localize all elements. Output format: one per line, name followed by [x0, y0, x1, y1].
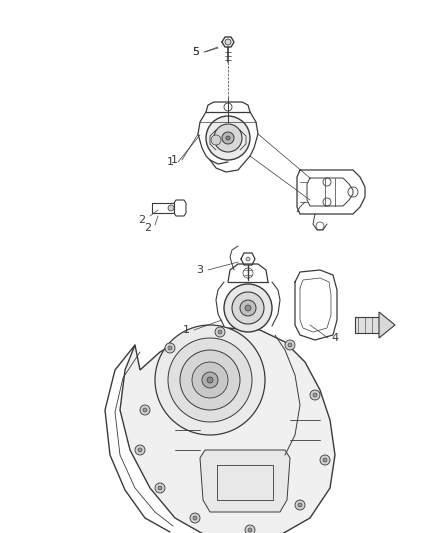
- Circle shape: [320, 455, 330, 465]
- Polygon shape: [379, 312, 395, 338]
- Circle shape: [214, 124, 242, 152]
- Circle shape: [226, 136, 230, 140]
- Polygon shape: [120, 328, 335, 533]
- Circle shape: [192, 362, 228, 398]
- Text: 3: 3: [197, 265, 204, 275]
- Circle shape: [168, 338, 252, 422]
- Text: 1: 1: [166, 157, 173, 167]
- Circle shape: [138, 448, 142, 452]
- Polygon shape: [200, 450, 290, 512]
- Circle shape: [316, 222, 324, 230]
- Circle shape: [246, 257, 250, 261]
- Circle shape: [323, 198, 331, 206]
- Circle shape: [313, 393, 317, 397]
- Circle shape: [190, 513, 200, 523]
- Circle shape: [140, 405, 150, 415]
- Circle shape: [248, 528, 252, 532]
- Circle shape: [206, 116, 250, 160]
- Circle shape: [240, 300, 256, 316]
- Circle shape: [180, 350, 240, 410]
- Circle shape: [222, 132, 234, 144]
- Circle shape: [295, 500, 305, 510]
- Circle shape: [232, 292, 264, 324]
- Text: 5: 5: [192, 47, 199, 57]
- Circle shape: [218, 330, 222, 334]
- Circle shape: [243, 268, 253, 278]
- Circle shape: [245, 525, 255, 533]
- Circle shape: [143, 408, 147, 412]
- Circle shape: [135, 445, 145, 455]
- Circle shape: [207, 377, 213, 383]
- Text: 5: 5: [192, 47, 199, 57]
- Circle shape: [288, 343, 292, 347]
- Circle shape: [202, 372, 218, 388]
- Circle shape: [215, 327, 225, 337]
- Circle shape: [165, 343, 175, 353]
- Circle shape: [323, 178, 331, 186]
- Text: 1: 1: [183, 325, 190, 335]
- Text: 2: 2: [138, 215, 145, 225]
- Circle shape: [298, 503, 302, 507]
- Circle shape: [245, 305, 251, 311]
- Circle shape: [285, 340, 295, 350]
- Circle shape: [225, 39, 231, 45]
- Circle shape: [155, 483, 165, 493]
- Circle shape: [323, 458, 327, 462]
- Circle shape: [168, 346, 172, 350]
- Text: 1: 1: [170, 155, 177, 165]
- Text: 2: 2: [145, 223, 152, 233]
- Circle shape: [158, 486, 162, 490]
- Circle shape: [224, 284, 272, 332]
- Circle shape: [193, 516, 197, 520]
- Circle shape: [348, 187, 358, 197]
- Text: 4: 4: [332, 333, 339, 343]
- Circle shape: [155, 325, 265, 435]
- Circle shape: [211, 135, 221, 145]
- Circle shape: [310, 390, 320, 400]
- Bar: [355, 317, 379, 333]
- Circle shape: [224, 103, 232, 111]
- Circle shape: [168, 205, 174, 211]
